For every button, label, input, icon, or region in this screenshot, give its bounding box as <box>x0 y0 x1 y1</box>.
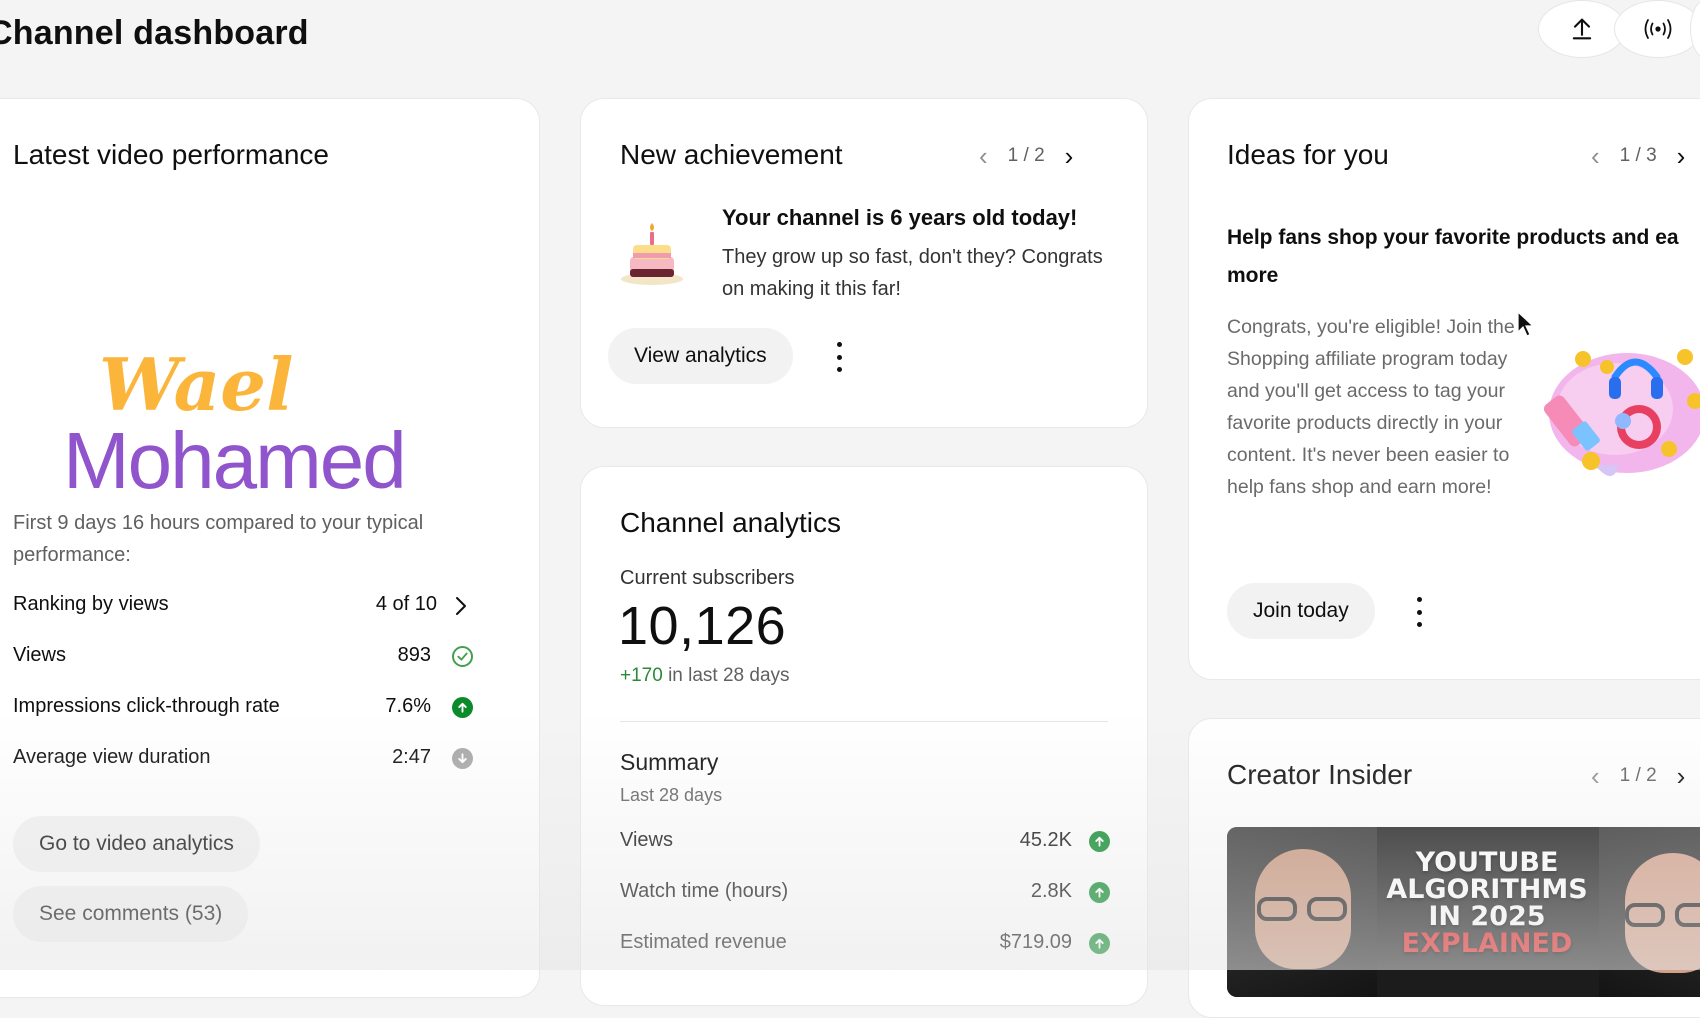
metric-label: Average view duration <box>13 746 211 768</box>
summary-value: 2.8K <box>1030 880 1072 902</box>
join-today-button[interactable]: Join today <box>1227 583 1375 639</box>
summary-period: Last 28 days <box>620 785 723 805</box>
metric-row-views: Views 893 <box>13 640 473 672</box>
arrow-up-circle-icon <box>1089 831 1110 852</box>
latest-video-title: Latest video performance <box>13 139 329 170</box>
summary-label: Watch time (hours) <box>620 880 789 902</box>
subscribers-label: Current subscribers <box>620 567 795 589</box>
upload-icon <box>1572 18 1592 40</box>
divider <box>620 721 1108 722</box>
thumbnail-text-mohamed: Mohamed <box>63 416 407 505</box>
view-analytics-button[interactable]: View analytics <box>608 328 793 384</box>
thumbnail-line: EXPLAINED <box>1401 928 1573 959</box>
achievement-pager: ‹ 1 / 2 › <box>979 143 1073 169</box>
latest-video-card: Latest video performance Wael Mohamed Fi… <box>0 98 540 998</box>
more-options-icon[interactable] <box>1414 597 1424 627</box>
metrics-list: Ranking by views 4 of 10 Views 893 Impre… <box>13 589 473 799</box>
metric-value: 4 of 10 <box>375 593 437 615</box>
more-options-icon[interactable] <box>834 342 844 372</box>
chevron-right-icon[interactable]: › <box>1676 761 1686 791</box>
thumbnail-text-wael: Wael <box>99 342 294 427</box>
thumbnail-line: ALGORITHMS <box>1386 874 1588 905</box>
chevron-left-icon[interactable]: ‹ <box>979 141 988 171</box>
metric-label: Impressions click-through rate <box>13 695 280 717</box>
metric-value: 7.6% <box>385 695 431 717</box>
metric-row-avd: Average view duration 2:47 <box>13 742 473 774</box>
chevron-left-icon[interactable]: ‹ <box>1591 141 1600 171</box>
creator-insider-video-thumbnail[interactable]: YOUTUBE ALGORITHMS IN 2025 EXPLAINED <box>1227 827 1700 997</box>
metric-label: Ranking by views <box>13 593 169 615</box>
summary-row-views: Views 45.2K <box>620 825 1110 857</box>
arrow-up-circle-icon <box>1089 933 1110 954</box>
thumbnail-line: IN 2025 <box>1428 901 1546 932</box>
achievement-card: New achievement ‹ 1 / 2 › Your channel i… <box>580 98 1148 428</box>
subscribers-count: 10,126 <box>618 596 787 656</box>
summary-title: Summary <box>620 749 719 775</box>
mouse-cursor-icon <box>1517 310 1534 337</box>
chevron-left-icon[interactable]: ‹ <box>1591 761 1600 791</box>
achievement-title: New achievement <box>620 139 843 170</box>
see-comments-button[interactable]: See comments (53) <box>13 886 249 942</box>
thumbnail-headline: YOUTUBE ALGORITHMS IN 2025 EXPLAINED <box>1357 849 1617 957</box>
channel-analytics-card: Channel analytics Current subscribers 10… <box>580 466 1148 1006</box>
ideas-title: Ideas for you <box>1227 139 1389 170</box>
go-live-button[interactable] <box>1614 0 1700 58</box>
ideas-pager: ‹ 1 / 3 › <box>1591 143 1685 169</box>
arrow-up-circle-icon <box>452 697 473 718</box>
creator-insider-card: Creator Insider ‹ 1 / 2 › YOUTUBE ALGORI… <box>1188 718 1700 1018</box>
comparison-intro: First 9 days 16 hours compared to your t… <box>13 512 424 566</box>
metric-value: 893 <box>397 644 431 666</box>
host-left-image <box>1227 827 1377 997</box>
metric-row-ctr: Impressions click-through rate 7.6% <box>13 691 473 723</box>
ideas-headline: Help fans shop your favorite products an… <box>1227 226 1679 287</box>
pager-label: 1 / 3 <box>1619 145 1657 166</box>
achievement-body: They grow up so fast, don't they? Congra… <box>722 246 1103 300</box>
thumbnail-line: YOUTUBE <box>1415 847 1559 878</box>
subscribers-change: +170 in last 28 days <box>620 665 790 687</box>
page-title: Channel dashboard <box>0 14 309 52</box>
subscribers-delta: +170 <box>620 665 663 686</box>
upload-button[interactable] <box>1538 0 1626 58</box>
check-circle-icon <box>452 646 473 667</box>
chevron-right-icon <box>456 597 466 615</box>
metric-label: Views <box>13 644 66 666</box>
metric-row-ranking[interactable]: Ranking by views 4 of 10 <box>13 589 473 621</box>
ideas-body: Congrats, you're eligible! Join the Shop… <box>1227 316 1515 498</box>
go-to-video-analytics-button[interactable]: Go to video analytics <box>13 816 260 872</box>
summary-row-watch-time: Watch time (hours) 2.8K <box>620 876 1110 908</box>
summary-label: Estimated revenue <box>620 931 787 953</box>
chevron-right-icon[interactable]: › <box>1676 141 1686 171</box>
summary-label: Views <box>620 829 673 851</box>
shopping-illustration-icon <box>1543 349 1700 476</box>
birthday-cake-icon <box>621 223 683 285</box>
arrow-down-circle-icon <box>452 748 473 769</box>
pager-label: 1 / 2 <box>1007 145 1045 166</box>
video-thumbnail[interactable]: Wael Mohamed <box>1 199 511 575</box>
subscribers-delta-period: in last 28 days <box>668 665 790 686</box>
pager-label: 1 / 2 <box>1619 765 1657 786</box>
metric-value: 2:47 <box>392 746 431 768</box>
creator-insider-pager: ‹ 1 / 2 › <box>1591 763 1685 789</box>
ideas-card: Ideas for you ‹ 1 / 3 › Help fans shop y… <box>1188 98 1700 680</box>
channel-analytics-title: Channel analytics <box>620 507 842 538</box>
broadcast-icon <box>1644 19 1672 39</box>
summary-value: 45.2K <box>1019 829 1072 851</box>
chevron-right-icon[interactable]: › <box>1064 141 1074 171</box>
summary-row-revenue: Estimated revenue $719.09 <box>620 927 1110 959</box>
achievement-headline: Your channel is 6 years old today! <box>722 205 1078 230</box>
summary-value: $719.09 <box>999 931 1072 953</box>
arrow-up-circle-icon <box>1089 882 1110 903</box>
creator-insider-title: Creator Insider <box>1227 759 1413 790</box>
more-header-button[interactable] <box>1690 0 1700 58</box>
